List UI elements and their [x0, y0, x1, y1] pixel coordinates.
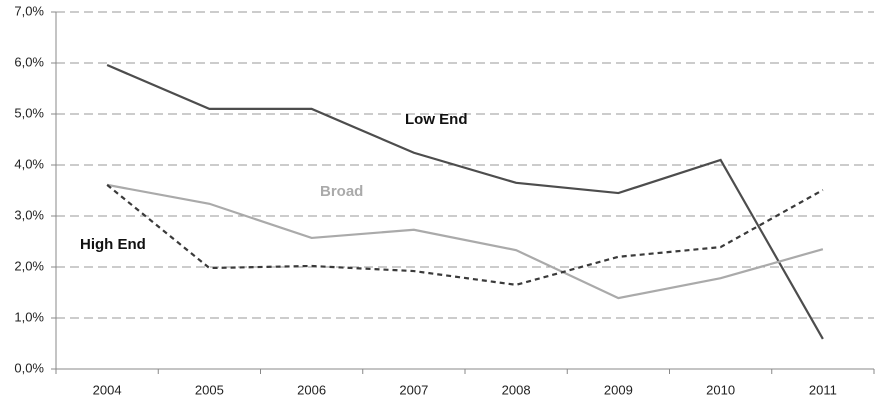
- y-tick-label: 1,0%: [14, 309, 44, 324]
- y-tick-label: 7,0%: [14, 3, 44, 18]
- x-tick-label: 2004: [93, 382, 122, 397]
- y-tick-label: 6,0%: [14, 54, 44, 69]
- series-label: High End: [80, 236, 146, 253]
- series-line: [106, 64, 824, 340]
- series-label: Broad: [320, 183, 363, 200]
- x-tick-label: 2005: [195, 382, 224, 397]
- x-tick-label: 2010: [706, 382, 735, 397]
- series-label: Low End: [405, 111, 468, 128]
- y-tick-label: 4,0%: [14, 156, 44, 171]
- y-tick-label: 3,0%: [14, 207, 44, 222]
- series-line: [106, 184, 824, 286]
- series-line: [106, 183, 824, 300]
- x-tick-label: 2006: [297, 382, 326, 397]
- y-tick-label: 0,0%: [14, 360, 44, 375]
- x-tick-label: 2009: [604, 382, 633, 397]
- x-tick-label: 2011: [809, 382, 837, 397]
- y-tick-label: 5,0%: [14, 105, 44, 120]
- y-tick-label: 2,0%: [14, 258, 44, 273]
- x-tick-label: 2007: [399, 382, 428, 397]
- x-tick-label: 2008: [502, 382, 531, 397]
